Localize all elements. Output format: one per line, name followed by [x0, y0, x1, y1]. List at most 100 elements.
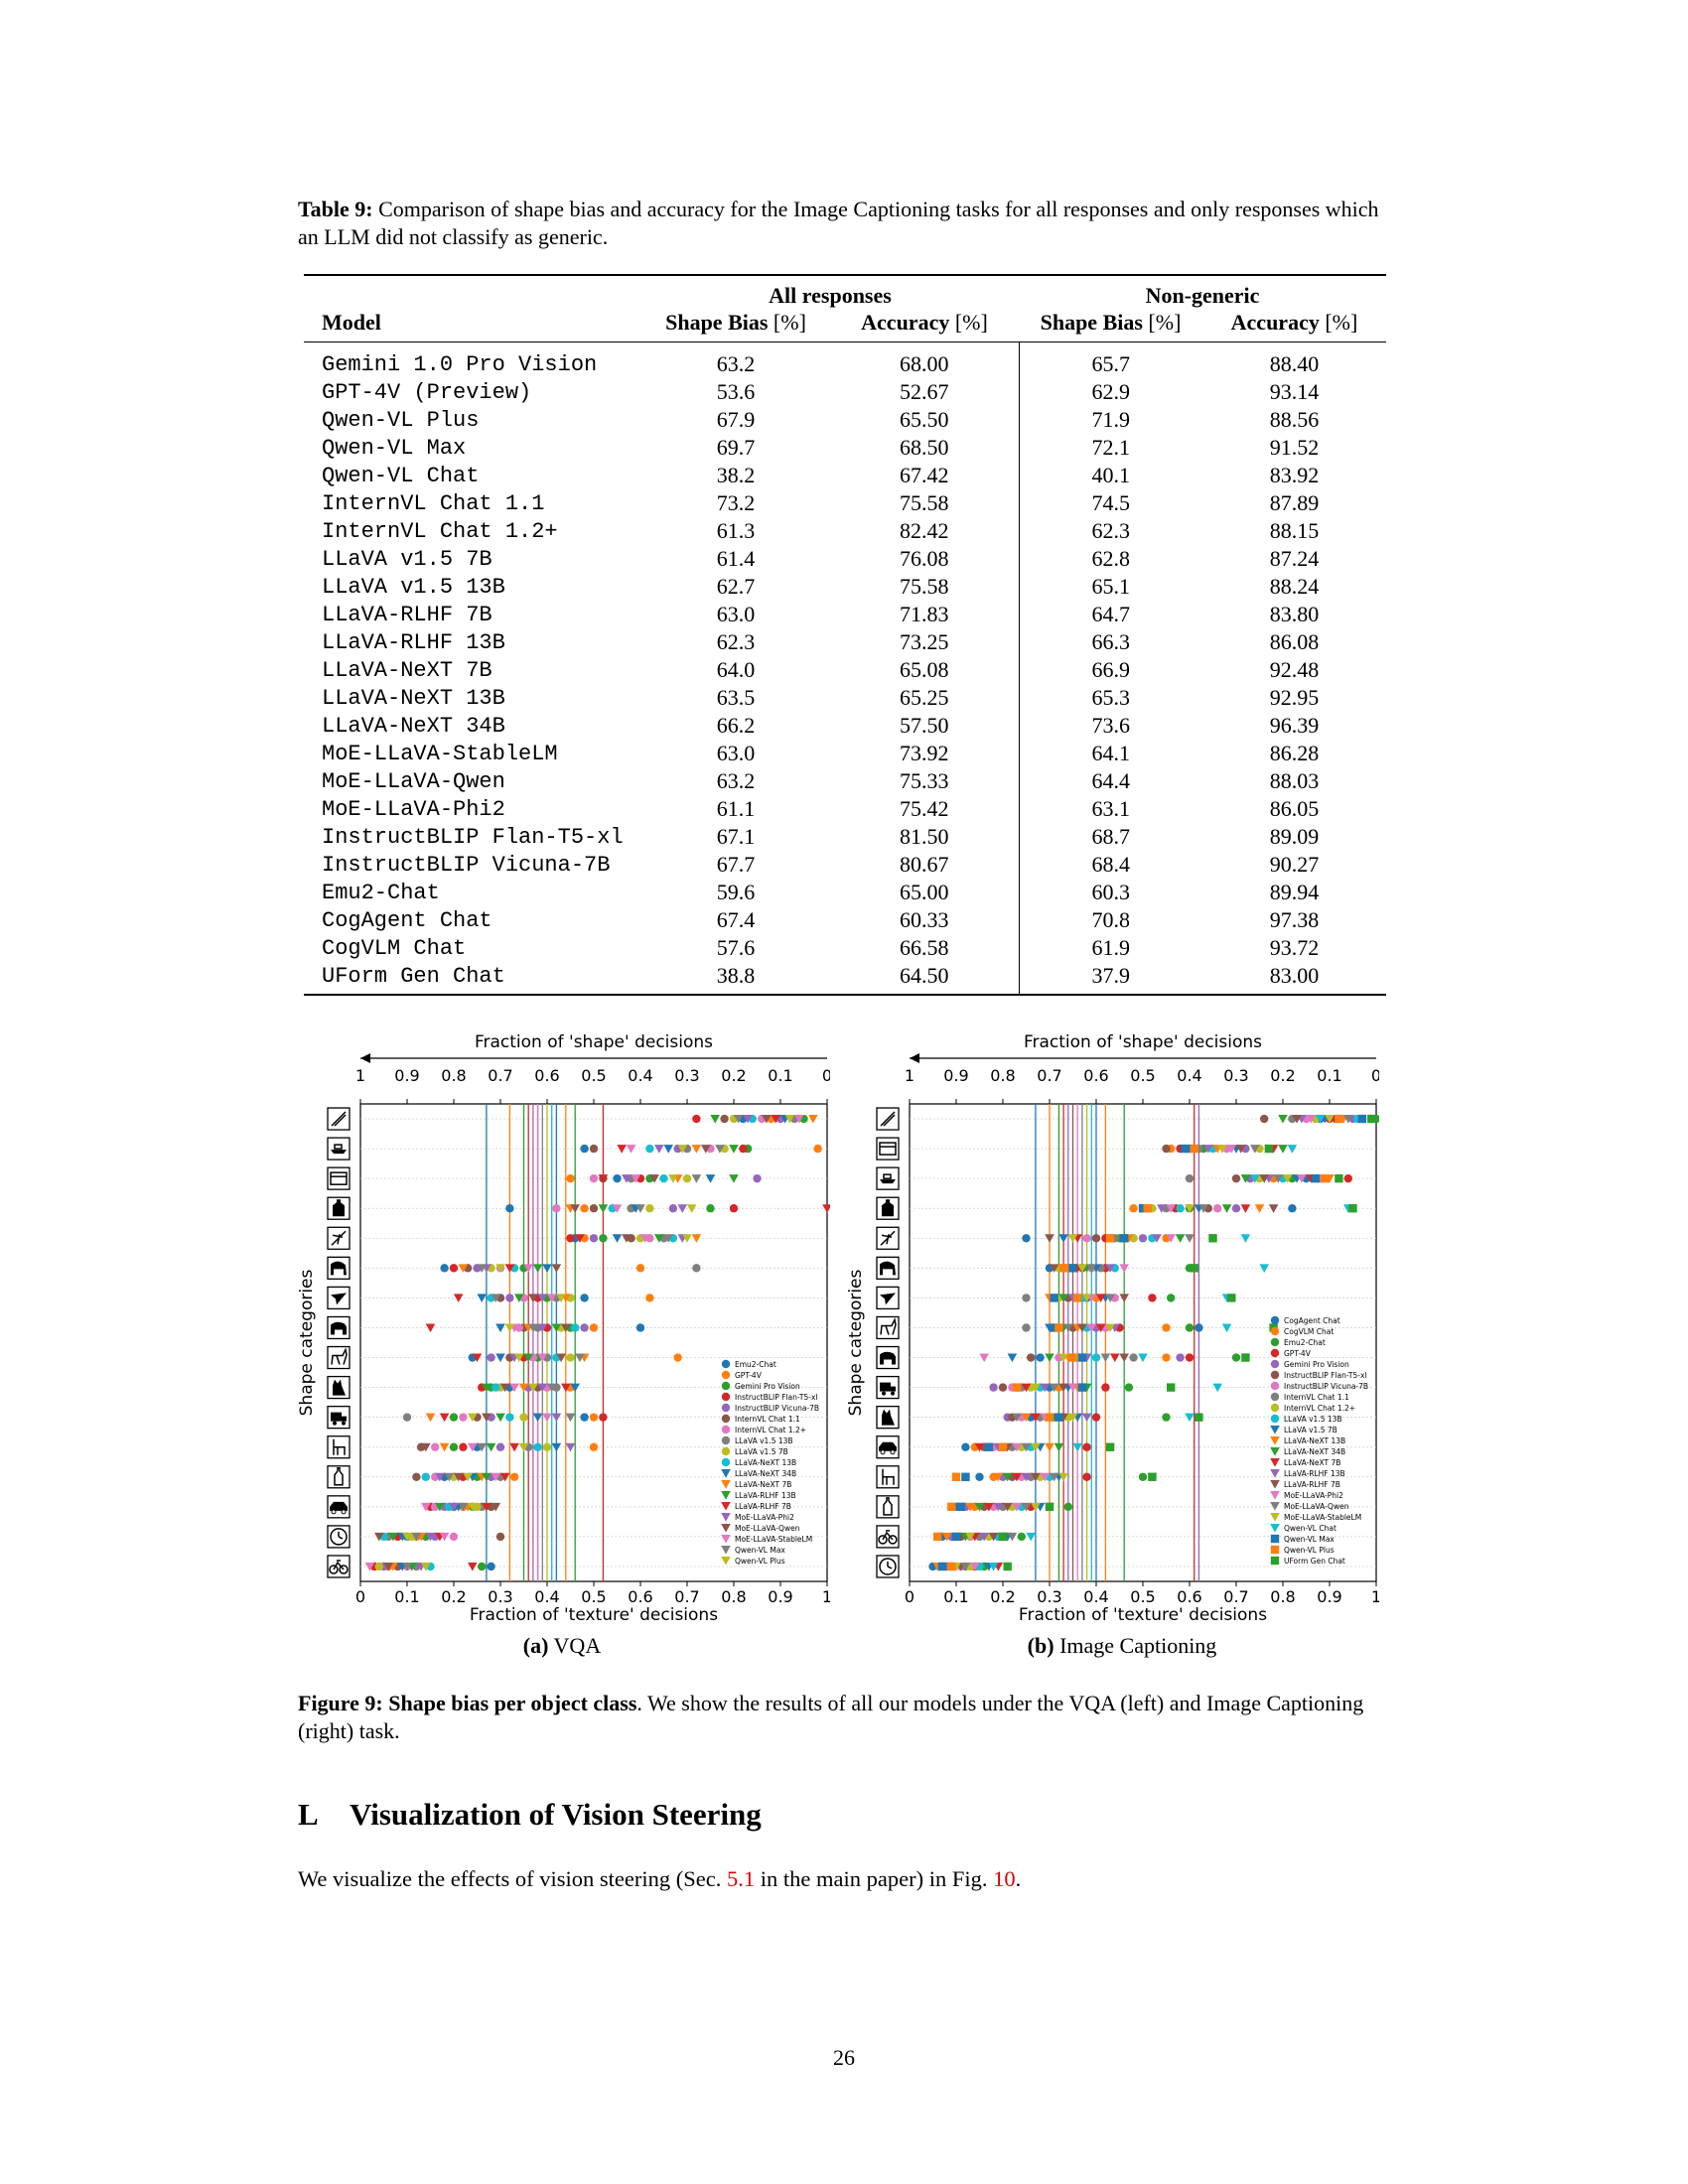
legend-marker [721, 1513, 731, 1522]
data-point [556, 1294, 566, 1303]
table-row: LLaVA-NeXT 7B 64.0 65.08 66.9 92.48 [304, 656, 1386, 684]
data-point [961, 1442, 970, 1451]
data-point [1055, 1323, 1063, 1332]
elephant-icon [876, 1256, 900, 1280]
data-point [589, 1413, 599, 1422]
data-point [668, 1174, 678, 1183]
table-row: CogAgent Chat 67.4 60.33 70.8 97.38 [304, 906, 1386, 934]
data-point [495, 1532, 505, 1542]
legend-marker [1270, 1524, 1280, 1533]
legend-label: Qwen-VL Max [735, 1546, 785, 1555]
data-point [1021, 1472, 1032, 1482]
table-row: Qwen-VL Max 69.7 68.50 72.1 91.52 [304, 434, 1386, 462]
data-point [1157, 1204, 1167, 1213]
legend-marker [1270, 1326, 1280, 1336]
section-number: L [298, 1797, 319, 1832]
legend-marker [1270, 1469, 1280, 1478]
data-point [509, 1383, 519, 1393]
data-point [951, 1472, 961, 1481]
legend-marker [1270, 1337, 1280, 1347]
data-point [431, 1442, 440, 1451]
data-point [933, 1532, 942, 1542]
data-point [753, 1173, 762, 1183]
accuracy-all-cell: 52.67 [900, 379, 949, 404]
data-point [1068, 1264, 1077, 1273]
shape-bias-nongeneric-cell: 65.7 [1018, 341, 1202, 378]
model-cell: LLaVA-NeXT 34B [322, 713, 505, 739]
model-cell: InstructBLIP Flan-T5-xl [322, 824, 624, 850]
top-tick-label: 1 [355, 1066, 365, 1085]
data-point [974, 1502, 985, 1512]
accuracy-nongeneric-cell: 92.95 [1269, 685, 1320, 710]
boat-icon [876, 1166, 900, 1190]
shape-bias-nongeneric-cell: 62.3 [1018, 517, 1202, 545]
group-header-nongeneric: Non-generic [1019, 274, 1386, 309]
shape-bias-all-cell: 63.2 [716, 768, 756, 793]
data-point [1321, 1173, 1330, 1183]
data-point [1240, 1204, 1251, 1213]
data-point [532, 1264, 543, 1273]
table-row: Qwen-VL Chat 38.2 67.42 40.1 83.92 [304, 462, 1386, 489]
shape-bias-nongeneric-cell: 63.1 [1018, 795, 1202, 823]
model-cell: LLaVA-NeXT 13B [322, 685, 505, 711]
shape-bias-all-cell: 62.7 [716, 574, 756, 599]
data-point [961, 1472, 970, 1481]
x-tick-label: 0.5 [581, 1587, 606, 1606]
data-point [710, 1115, 720, 1124]
table-row: MoE-LLaVA-Phi2 61.1 75.42 63.1 86.05 [304, 795, 1386, 823]
data-point [495, 1323, 505, 1333]
legend-label: LLaVA v1.5 7B [1284, 1426, 1337, 1434]
data-point [1058, 1264, 1068, 1273]
legend-marker [721, 1425, 731, 1434]
accuracy-nongeneric-cell: 88.40 [1269, 351, 1320, 376]
data-point [589, 1234, 599, 1243]
x-tick-label: 0.6 [1177, 1587, 1201, 1606]
data-point [979, 1532, 989, 1542]
data-point [1325, 1115, 1335, 1124]
data-point [1045, 1353, 1055, 1363]
data-point [1221, 1323, 1232, 1333]
legend-marker [1270, 1458, 1280, 1467]
table-row: GPT-4V (Preview) 53.6 52.67 62.9 93.14 [304, 378, 1386, 406]
data-point [1221, 1204, 1232, 1213]
data-point [1073, 1294, 1082, 1302]
data-point [1026, 1532, 1036, 1542]
x-tick-label: 0.6 [628, 1587, 652, 1606]
model-cell: MoE-LLaVA-Phi2 [322, 796, 505, 822]
section-ref-link[interactable]: 5.1 [727, 1866, 756, 1891]
shape-bias-nongeneric-cell: 40.1 [1018, 462, 1202, 489]
data-point [1217, 1145, 1227, 1154]
legend-label: Emu2-Chat [1284, 1338, 1326, 1347]
data-point [654, 1145, 664, 1154]
data-point [1067, 1234, 1078, 1243]
top-tick-label: 0.3 [674, 1066, 699, 1085]
data-point [542, 1264, 552, 1273]
figure-captioning: Fraction of 'shape' decisions 1 0.9 0.8 0.7 0… [843, 1032, 1379, 1618]
data-point [1162, 1353, 1171, 1362]
figure-ref-link[interactable]: 10 [993, 1866, 1016, 1891]
data-point [1049, 1472, 1059, 1482]
col-header-shape-ng: Shape Bias [%] [1019, 309, 1202, 342]
data-point [566, 1234, 575, 1243]
data-point [1148, 1472, 1157, 1481]
shape-bias-all-cell: 67.1 [716, 824, 756, 849]
legend-marker [721, 1557, 731, 1566]
data-point [449, 1264, 459, 1273]
data-point [1091, 1353, 1101, 1362]
shape-bias-all-cell: 67.4 [716, 907, 756, 932]
data-point [1095, 1323, 1106, 1333]
data-point [1367, 1114, 1376, 1124]
data-point [1335, 1114, 1343, 1124]
dog-icon [327, 1345, 351, 1370]
legend-marker [1270, 1480, 1280, 1489]
data-point [998, 1383, 1008, 1392]
figure-caption-text: . We show the results of all our models … [298, 1691, 1364, 1743]
data-point [1058, 1353, 1068, 1363]
legend-marker [721, 1403, 731, 1413]
model-cell: Gemini 1.0 Pro Vision [322, 351, 598, 377]
data-point [458, 1502, 469, 1512]
body-paragraph: We visualize the effects of vision steer… [298, 1866, 1022, 1891]
accuracy-all-cell: 67.42 [900, 463, 949, 487]
data-point [617, 1145, 627, 1154]
data-point [425, 1413, 436, 1423]
